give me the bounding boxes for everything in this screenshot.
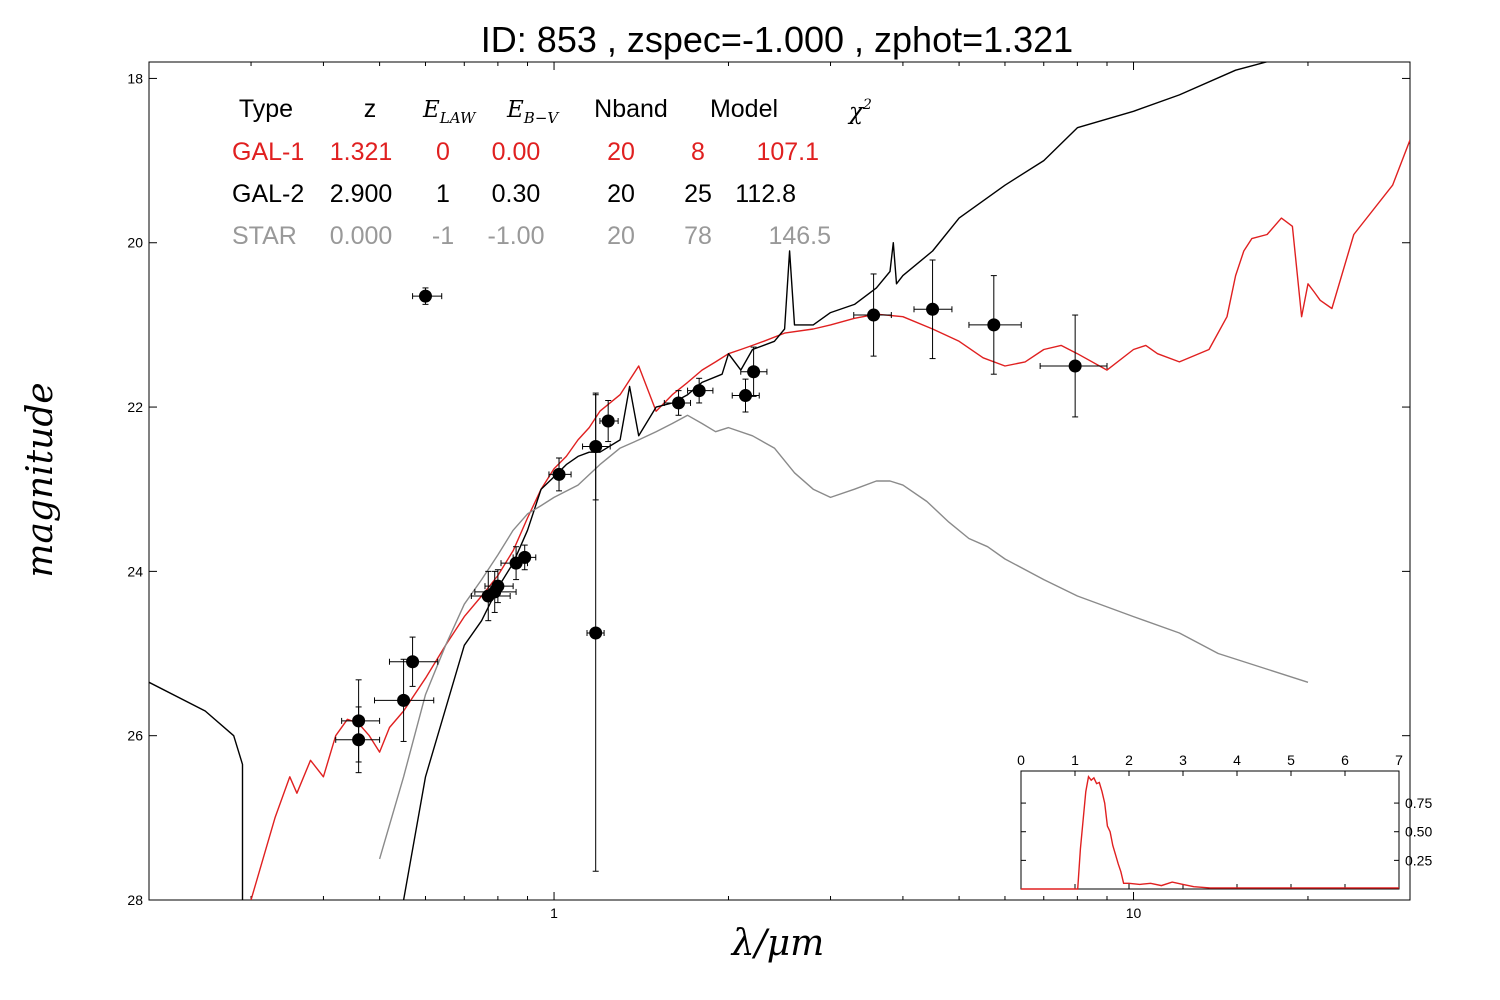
- observation-point: [582, 392, 611, 501]
- inset-frame: [1020, 770, 1400, 890]
- legend-cell: 0.30: [492, 180, 541, 208]
- observation-point: [663, 390, 692, 416]
- legend-cell: 1.321: [330, 138, 393, 166]
- plot-frame: [148, 61, 1411, 901]
- data-marker: [552, 467, 566, 481]
- x-tick-label: 10: [1126, 905, 1142, 921]
- inset-y-tick-label: 0.50: [1405, 824, 1432, 840]
- legend-cell: 0.000: [330, 222, 393, 250]
- y-tick-label: 18: [127, 70, 143, 86]
- legend-cell: 0.00: [492, 138, 541, 166]
- observation-point: [687, 377, 714, 404]
- y-axis-label: magnitude: [20, 382, 61, 577]
- legend-cell: GAL-2: [232, 180, 304, 208]
- series-layer: [149, 62, 1410, 900]
- data-marker: [692, 384, 706, 398]
- observation-point: [412, 287, 443, 305]
- observation-point: [374, 658, 435, 742]
- inset-x-tick-label: 6: [1341, 752, 1349, 768]
- legend-header-model: Model: [710, 95, 778, 123]
- data-marker: [397, 693, 411, 707]
- observation-point: [548, 457, 572, 492]
- y-tick-label: 22: [127, 399, 143, 415]
- data-marker: [406, 655, 420, 669]
- legend-cell: 25: [684, 180, 712, 208]
- data-marker: [672, 396, 686, 410]
- series-line-star: [378, 414, 1309, 860]
- data-marker: [589, 626, 603, 640]
- observation-point: [1039, 314, 1108, 418]
- observation-point: [484, 569, 514, 604]
- legend-header-chi2: χ2: [847, 97, 872, 125]
- legend-cell: 2.900: [330, 180, 393, 208]
- observation-point: [586, 394, 605, 872]
- inset-x-tick-label: 2: [1125, 752, 1133, 768]
- legend-cell: -1: [432, 222, 454, 250]
- legend-cell: STAR: [232, 222, 297, 250]
- observations-layer: [335, 259, 1108, 872]
- legend-cell: 20: [607, 180, 635, 208]
- legend-cell: 20: [607, 222, 635, 250]
- legend-cell: 112.8: [735, 180, 796, 208]
- data-marker: [418, 289, 432, 303]
- series-line-gal-2: [149, 62, 1269, 900]
- data-marker: [1068, 359, 1082, 373]
- observation-point: [512, 544, 537, 571]
- x-axis-label: λ/μm: [730, 923, 824, 964]
- inset-x-tick-label: 0: [1017, 752, 1025, 768]
- legend-header-ebv: EB−V: [506, 97, 560, 127]
- observation-point: [599, 399, 619, 443]
- data-marker: [926, 302, 940, 316]
- legend-header-type: Type: [239, 95, 293, 123]
- legend-cell: 146.5: [768, 222, 831, 250]
- legend-header-elaw: ELAW: [422, 97, 477, 127]
- legend-cell: GAL-1: [232, 138, 304, 166]
- legend-cell: 78: [684, 222, 712, 250]
- legend-cell: 107.1: [756, 138, 819, 166]
- data-marker: [352, 733, 366, 747]
- chart-title: ID: 853 , zspec=-1.000 , zphot=1.321: [481, 19, 1073, 60]
- inset-x-tick-label: 7: [1395, 752, 1403, 768]
- data-marker: [747, 365, 761, 379]
- observation-point: [341, 679, 381, 763]
- inset-x-tick-label: 4: [1233, 752, 1241, 768]
- data-marker: [491, 579, 505, 593]
- legend-cell: 1: [436, 180, 450, 208]
- data-marker: [987, 318, 1001, 332]
- observation-point: [740, 346, 768, 397]
- observation-point: [968, 275, 1022, 375]
- legend-table: Type z Nband Model ELAW EB−V χ2 GAL-1 1.321 0 0.00…: [232, 95, 872, 250]
- observation-point: [388, 636, 439, 687]
- inset-x-tick-label: 5: [1287, 752, 1295, 768]
- y-tick-label: 20: [127, 235, 143, 251]
- x-axis: 1 10: [148, 62, 1411, 921]
- observation-point: [913, 259, 953, 360]
- y-tick-label: 24: [127, 563, 143, 579]
- series-line-gal-1: [250, 139, 1410, 900]
- data-marker: [739, 389, 753, 403]
- inset-pdf-line: [1021, 775, 1399, 890]
- inset-x-tick-label: 1: [1071, 752, 1079, 768]
- observation-point: [731, 378, 760, 413]
- legend-cell: 20: [607, 138, 635, 166]
- data-marker: [518, 550, 532, 564]
- y-tick-label: 26: [127, 728, 143, 744]
- legend-cell: 0: [436, 138, 450, 166]
- legend-cell: 8: [691, 138, 705, 166]
- y-tick-label: 28: [127, 892, 143, 908]
- legend-header-nband: Nband: [594, 95, 668, 123]
- x-tick-label: 1: [550, 905, 558, 921]
- data-marker: [601, 414, 615, 428]
- observation-point: [335, 706, 381, 774]
- inset-y-tick-label: 0.75: [1405, 795, 1432, 811]
- inset-x-tick-label: 3: [1179, 752, 1187, 768]
- legend-header-z: z: [364, 95, 377, 123]
- observation-point: [853, 273, 892, 357]
- redshift-pdf-inset: 0 1 2 3 4 5 6 7 0.25 0.50 0.75: [1017, 752, 1432, 890]
- data-marker: [867, 308, 881, 322]
- inset-y-tick-label: 0.25: [1405, 852, 1432, 868]
- legend-cell: -1.00: [488, 222, 545, 250]
